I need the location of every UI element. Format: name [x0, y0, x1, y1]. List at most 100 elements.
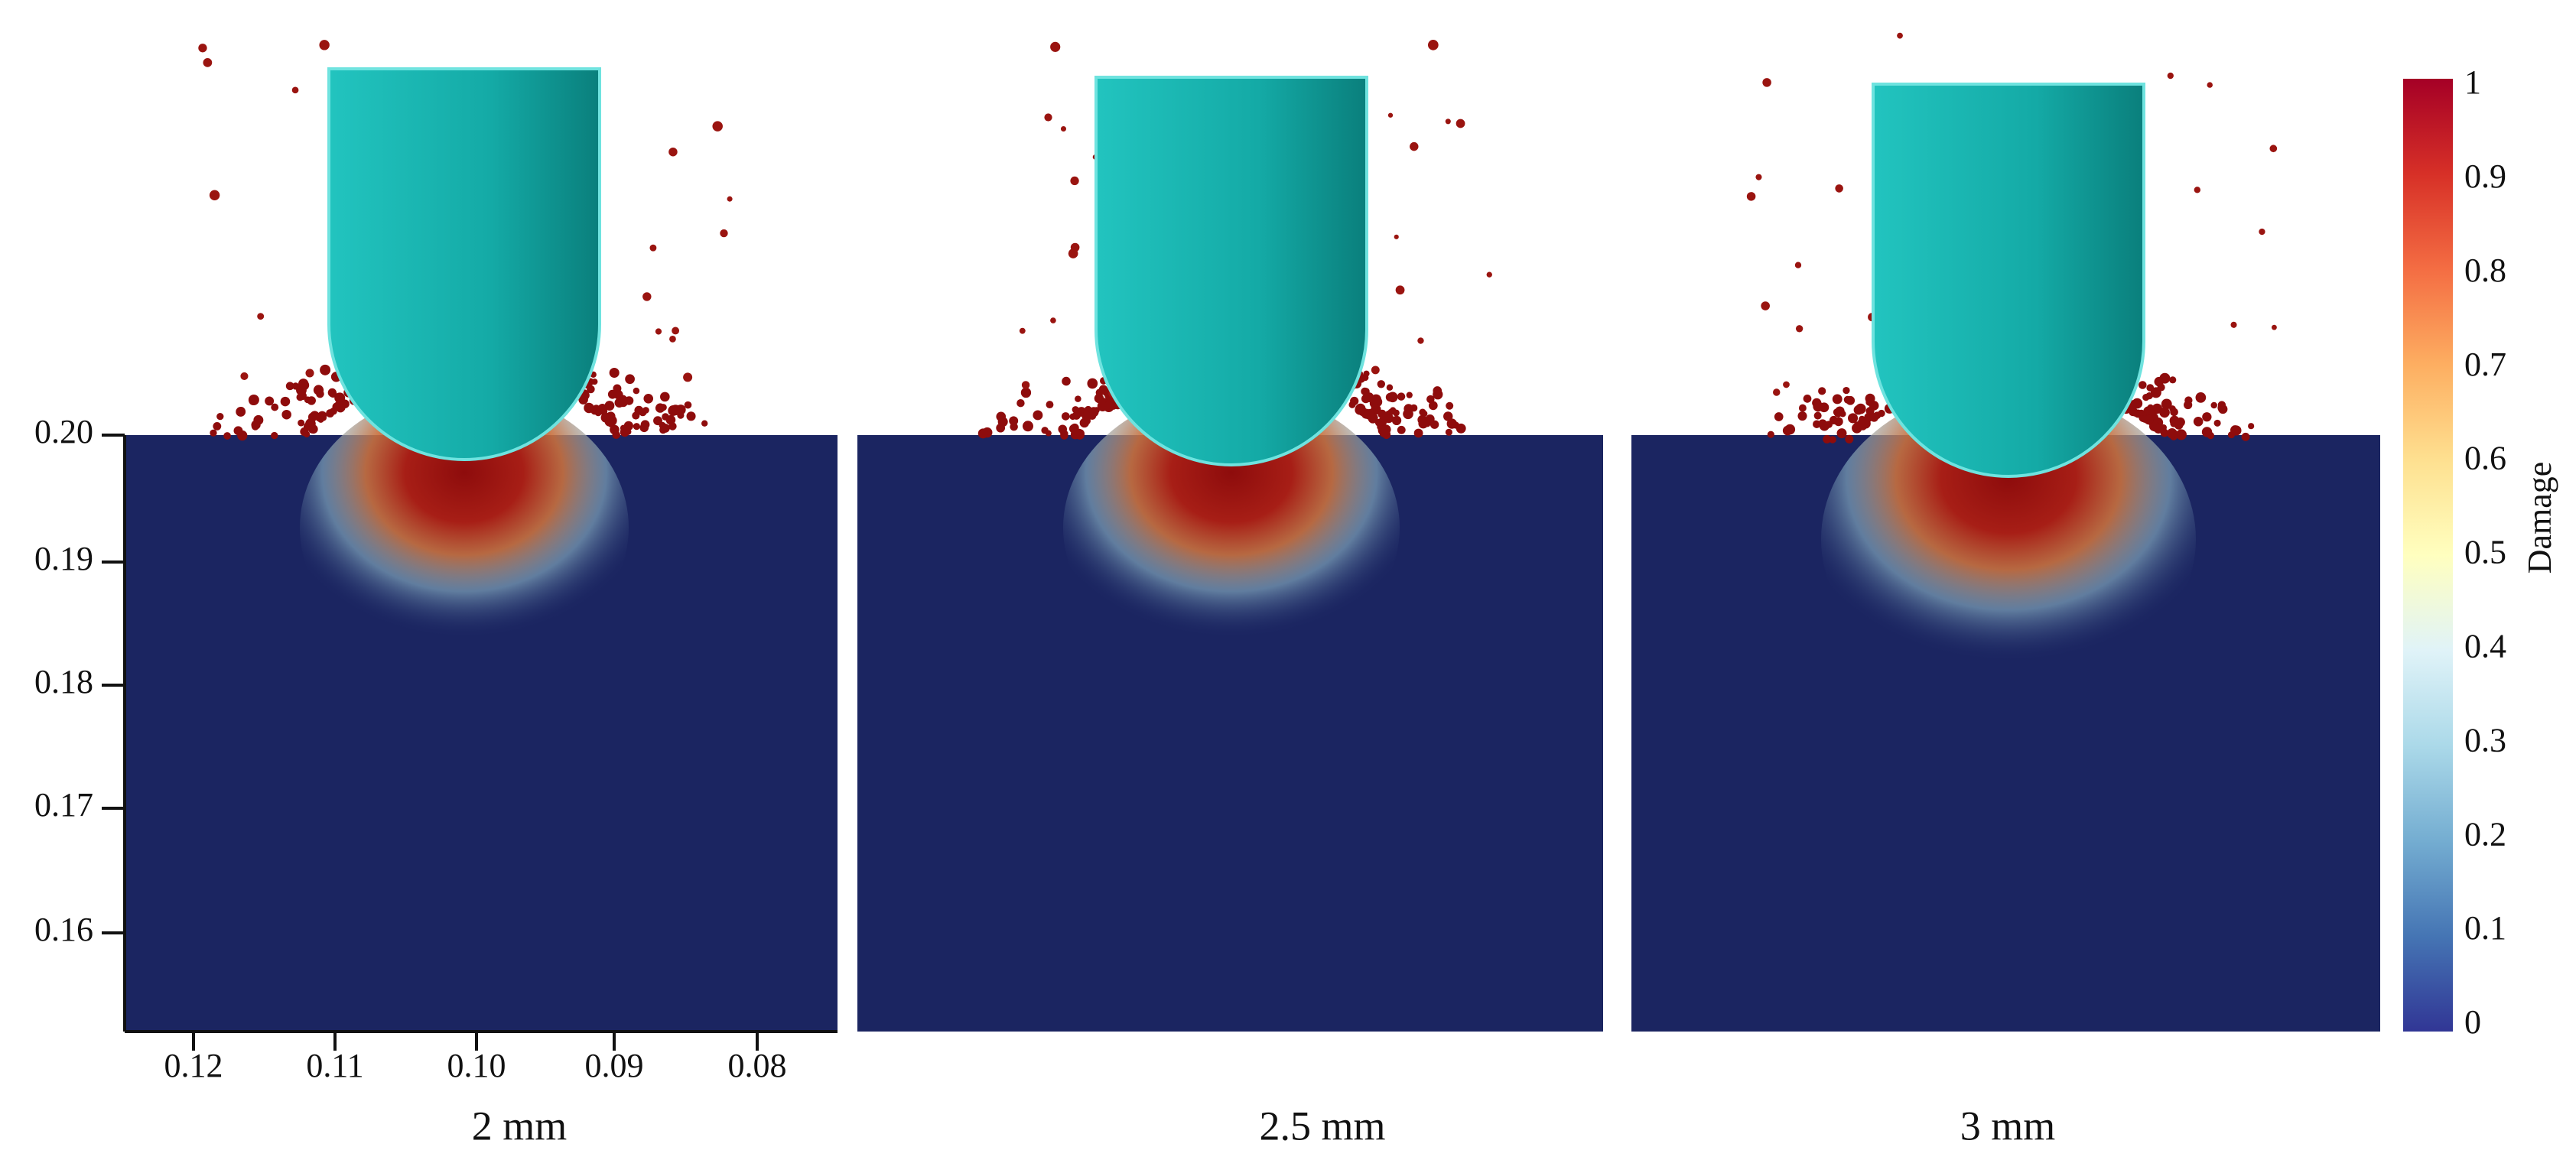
- particle: [1755, 174, 1762, 180]
- particle: [2167, 428, 2178, 439]
- particle: [1371, 394, 1382, 405]
- particle: [1865, 407, 1875, 416]
- particle: [2269, 145, 2278, 153]
- indenters: [327, 67, 2145, 478]
- particle: [587, 385, 595, 394]
- particle: [1433, 386, 1442, 395]
- particle: [1428, 401, 1438, 411]
- particle: [1387, 392, 1398, 403]
- particle: [604, 417, 614, 427]
- particle: [672, 327, 680, 335]
- particle: [303, 424, 311, 431]
- particle: [2194, 187, 2201, 193]
- particle: [1446, 401, 1454, 410]
- colorbar-tick-label: 1: [2464, 63, 2481, 101]
- particle: [1361, 387, 1369, 396]
- particle: [308, 424, 318, 434]
- particle: [1783, 381, 1790, 388]
- colorbar-tick-label: 0.5: [2464, 534, 2506, 571]
- particle: [1813, 401, 1823, 412]
- indenter: [327, 67, 601, 461]
- particle: [210, 429, 217, 437]
- particle: [1446, 418, 1457, 429]
- particle: [2132, 410, 2139, 417]
- particle: [2138, 409, 2145, 416]
- particle: [1072, 406, 1079, 414]
- particle: [1069, 413, 1076, 421]
- particle: [2207, 431, 2214, 440]
- indenter: [1872, 83, 2145, 478]
- particle: [1835, 184, 1843, 193]
- particle: [1033, 410, 1043, 421]
- particle: [1833, 417, 1843, 427]
- particle: [1869, 413, 1879, 422]
- particle: [591, 379, 598, 385]
- particle: [223, 432, 231, 440]
- particle: [643, 394, 654, 404]
- particle: [1761, 301, 1770, 310]
- particle: [1363, 370, 1370, 377]
- particle: [1071, 427, 1079, 436]
- particle: [1813, 420, 1821, 428]
- particle: [1425, 414, 1435, 424]
- colorbar-tick-label: 0.8: [2464, 252, 2506, 289]
- panel-label: 2 mm: [472, 1103, 568, 1149]
- particle: [2167, 72, 2174, 80]
- particle: [1368, 414, 1378, 424]
- particle: [1421, 410, 1428, 417]
- particle: [1379, 427, 1389, 437]
- particle: [659, 426, 667, 434]
- particle: [327, 388, 337, 398]
- axes: 0.20 0.19 0.18 0.17 0.16 0.12 0.11 0.10 0.09 0.08: [34, 413, 838, 1084]
- particle: [216, 412, 224, 421]
- particle: [1058, 424, 1068, 434]
- particle: [1391, 415, 1402, 426]
- particle: [1803, 395, 1812, 403]
- colorbar-tick-label: 0: [2464, 1003, 2481, 1041]
- particle: [1413, 428, 1423, 438]
- damage-zone: [1821, 386, 2196, 692]
- particle: [587, 404, 594, 411]
- particle: [2272, 324, 2277, 330]
- particle: [1075, 395, 1081, 402]
- particle: [996, 411, 1007, 422]
- particle: [251, 422, 259, 431]
- particle: [594, 408, 602, 417]
- particle: [665, 414, 676, 425]
- particle: [632, 411, 640, 420]
- particle: [612, 431, 620, 439]
- particle: [1041, 427, 1049, 434]
- particle: [2161, 398, 2172, 410]
- particle: [209, 190, 220, 200]
- particle: [1897, 32, 1903, 39]
- particle: [271, 403, 279, 411]
- y-tick-label: 0.19: [34, 540, 93, 577]
- particle: [1818, 419, 1827, 428]
- particle: [1392, 409, 1400, 417]
- particle: [1847, 413, 1859, 424]
- panel-label: 2.5 mm: [1259, 1103, 1385, 1149]
- particle: [1050, 317, 1056, 323]
- particle: [280, 396, 291, 407]
- particle: [257, 313, 265, 320]
- particle: [669, 336, 676, 343]
- particle: [1797, 411, 1807, 421]
- particle: [1853, 405, 1864, 415]
- particle: [1050, 41, 1061, 52]
- particle: [1021, 381, 1030, 389]
- particle: [315, 413, 324, 422]
- particle: [633, 387, 640, 395]
- particle: [668, 405, 679, 416]
- x-tick-label: 0.09: [585, 1047, 644, 1084]
- particle: [1386, 384, 1394, 391]
- colorbar: [2403, 79, 2453, 1032]
- particle: [2147, 404, 2154, 411]
- colorbar-tick-label: 0.1: [2464, 909, 2506, 947]
- particle: [1061, 412, 1070, 421]
- particle: [1445, 119, 1451, 125]
- damage-zone: [300, 390, 629, 665]
- particle: [1070, 176, 1079, 186]
- particle: [1348, 401, 1356, 408]
- particle: [1774, 412, 1784, 421]
- particle: [2195, 392, 2207, 403]
